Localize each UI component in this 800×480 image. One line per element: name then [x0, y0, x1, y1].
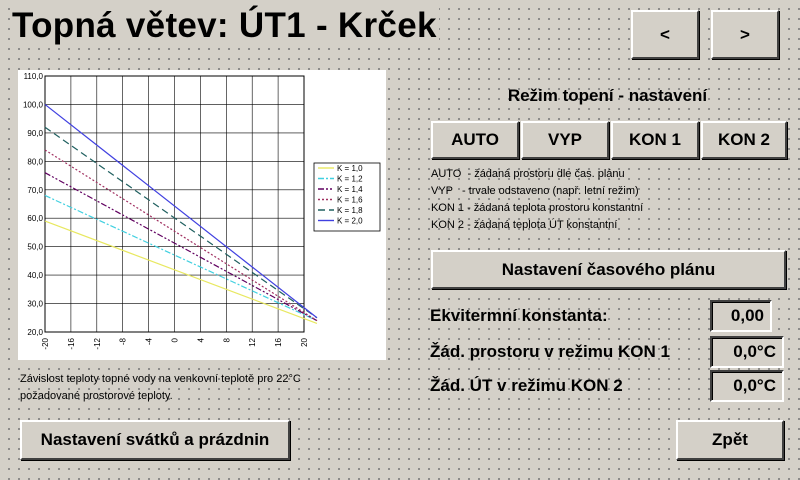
y-tick-label: 80,0 — [27, 157, 43, 166]
series-line — [44, 149, 318, 322]
x-tick-label: 4 — [196, 337, 205, 342]
legend-label: K = 1,2 — [337, 175, 363, 184]
previous-button[interactable]: < — [631, 10, 699, 59]
y-tick-label: 90,0 — [27, 129, 43, 138]
equitherm-constant-label: Ekvitermní konstanta: — [430, 306, 608, 325]
heating-setpoint-kon2-value[interactable]: 0,0°C — [710, 370, 784, 402]
x-tick-label: -16 — [67, 337, 76, 349]
room-setpoint-kon1-label: Žád. prostoru v režimu KON 1 — [430, 342, 670, 361]
mode-description-auto: AUTO - žádaná prostoru dle čas. plánu — [431, 168, 625, 180]
x-tick-label: 20 — [300, 337, 309, 346]
y-tick-label: 50,0 — [27, 243, 43, 252]
series-line — [44, 126, 318, 319]
mode-section-heading: Režim topení - nastavení — [507, 86, 708, 105]
legend-label: K = 1,8 — [337, 206, 363, 215]
x-tick-label: -20 — [41, 337, 50, 349]
heating-setpoint-kon2-label: Žád. ÚT v režimu KON 2 — [430, 376, 623, 395]
equitherm-constant-value[interactable]: 0,00 — [710, 300, 772, 332]
y-tick-label: 40,0 — [27, 271, 43, 280]
x-tick-label: 16 — [274, 337, 283, 346]
page-title: Topná větev: ÚT1 - Krček — [10, 6, 439, 46]
back-button[interactable]: Zpět — [676, 420, 784, 460]
mode-kon1-button[interactable]: KON 1 — [611, 121, 699, 159]
mode-description-kon2: KON 2 - žádaná teplota ÚT konstantní — [431, 219, 618, 231]
legend-label: K = 1,0 — [337, 164, 363, 173]
holidays-settings-button[interactable]: Nastavení svátků a prázdnin — [20, 420, 290, 460]
series-line — [44, 194, 318, 322]
chart-legend — [313, 162, 381, 232]
y-tick-label: 20,0 — [27, 328, 43, 337]
y-tick-label: 110,0 — [24, 72, 44, 81]
legend-label: K = 1,4 — [337, 185, 363, 194]
series-line — [44, 220, 318, 325]
series-line — [44, 103, 318, 319]
schedule-settings-button[interactable]: Nastavení časového plánu — [431, 250, 786, 289]
heating-curve-chart: -20 -16 -12 -8 -4 0 4 8 12 16 20 20,0 30,0 40,0 50,0 60… — [23, 72, 381, 350]
room-setpoint-kon1-value[interactable]: 0,0°C — [710, 336, 784, 368]
chart-panel: -20 -16 -12 -8 -4 0 4 8 12 16 20 20,0 30,0 40,0 50,0 60… — [18, 70, 386, 360]
chart-caption: Závislost teploty topné vody na venkovní… — [20, 371, 301, 405]
x-tick-label: 12 — [248, 337, 257, 346]
mode-descriptions: AUTO - žádaná prostoru dle čas. plánu VY… — [431, 166, 643, 234]
x-tick-label: -12 — [93, 337, 102, 349]
mode-description-kon1: KON 1 - žádaná teplota prostoru konstant… — [431, 202, 644, 214]
x-tick-label: -4 — [145, 337, 154, 345]
y-tick-label: 70,0 — [27, 186, 43, 195]
x-tick-label: -8 — [119, 337, 128, 345]
y-tick-label: 100,0 — [23, 100, 44, 109]
y-tick-label: 30,0 — [27, 300, 43, 309]
mode-vyp-button[interactable]: VYP — [521, 121, 609, 159]
x-tick-label: 0 — [171, 337, 180, 342]
legend-label: K = 1,6 — [337, 196, 363, 205]
mode-kon2-button[interactable]: KON 2 — [701, 121, 787, 159]
next-button[interactable]: > — [711, 10, 779, 59]
y-tick-label: 60,0 — [27, 214, 43, 223]
mode-auto-button[interactable]: AUTO — [431, 121, 519, 159]
legend-label: K = 2,0 — [337, 217, 363, 226]
chart-caption-line2: požadované prostorové teploty. — [20, 390, 173, 402]
chart-caption-line1: Závislost teploty topné vody na venkovní… — [20, 373, 301, 385]
series-line — [44, 172, 318, 322]
x-tick-label: 8 — [222, 337, 231, 342]
mode-description-vyp: VYP - trvale odstaveno (např. letní reži… — [431, 185, 639, 197]
